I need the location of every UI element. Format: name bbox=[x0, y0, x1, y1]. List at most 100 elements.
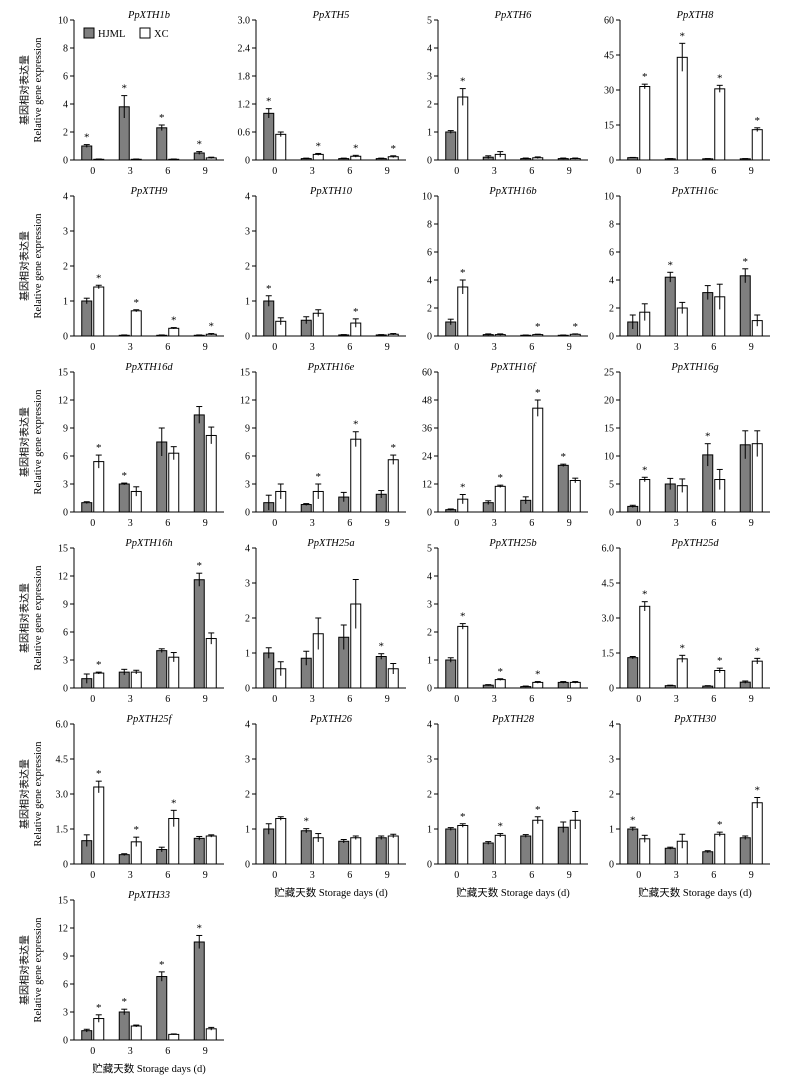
x-tick-label: 6 bbox=[347, 870, 352, 881]
significance-star: * bbox=[717, 819, 723, 831]
panel-PpXTH16g: 0 5 10 15 20 25 PpXTH16g 0 * 3 6 * 9 bbox=[604, 362, 770, 529]
x-tick-label: 3 bbox=[128, 694, 133, 705]
x-tick-label: 3 bbox=[492, 166, 497, 177]
y-axis-label-en: Relative gene expression bbox=[33, 37, 44, 143]
significance-star: * bbox=[642, 589, 648, 601]
y-tick-label: 3.0 bbox=[56, 790, 69, 801]
x-tick-label: 9 bbox=[567, 518, 572, 529]
y-tick-label: 4 bbox=[63, 192, 68, 203]
y-tick-label: 3 bbox=[63, 227, 68, 238]
panel-PpXTH8: 0 15 30 45 60 PpXTH8 0 * 3 * 6 * 9 * bbox=[604, 10, 770, 177]
bar-XC bbox=[639, 605, 651, 689]
bar-HJML bbox=[375, 656, 387, 689]
y-tick-label: 45 bbox=[604, 51, 614, 62]
significance-star: * bbox=[535, 387, 541, 399]
significance-star: * bbox=[755, 115, 761, 127]
y-tick-label: 48 bbox=[422, 396, 432, 407]
panel-title: PpXTH26 bbox=[309, 714, 353, 725]
y-tick-label: 4 bbox=[427, 572, 432, 583]
significance-star: * bbox=[705, 431, 711, 443]
panel-title: PpXTH8 bbox=[676, 10, 715, 21]
y-tick-label: 0 bbox=[427, 508, 432, 519]
y-tick-label: 5 bbox=[609, 480, 614, 491]
panel-PpXTH16h: 0 3 6 9 12 15 PpXTH16h 0 * 3 6 9 * 基因相对表达量 Relative ge… bbox=[18, 538, 224, 705]
x-tick-label: 6 bbox=[165, 870, 170, 881]
y-tick-label: 12 bbox=[58, 572, 68, 583]
y-tick-label: 1.8 bbox=[238, 72, 251, 83]
x-tick-label: 0 bbox=[272, 342, 277, 353]
y-tick-label: 60 bbox=[604, 16, 614, 27]
bar-XC bbox=[205, 434, 217, 513]
panel-PpXTH25d: 0 1.5 3.0 4.5 6.0 PpXTH25d 0 * 3 * 6 * 9 * bbox=[602, 538, 770, 705]
x-tick-label: 0 bbox=[90, 518, 95, 529]
bar-XC bbox=[168, 452, 180, 513]
x-tick-label: 0 bbox=[272, 166, 277, 177]
y-tick-label: 15 bbox=[604, 121, 614, 132]
bar-HJML bbox=[664, 276, 676, 337]
x-tick-label: 9 bbox=[567, 694, 572, 705]
y-tick-label: 6 bbox=[427, 248, 432, 259]
y-tick-label: 9 bbox=[245, 424, 250, 435]
significance-star: * bbox=[266, 283, 272, 295]
y-tick-label: 15 bbox=[604, 424, 614, 435]
panel-title: PpXTH16g bbox=[670, 362, 718, 373]
bar-XC bbox=[387, 835, 399, 865]
bar-XC bbox=[639, 86, 651, 161]
panel-title: PpXTH1b bbox=[127, 10, 170, 21]
y-tick-label: 0 bbox=[609, 332, 614, 343]
y-tick-label: 30 bbox=[604, 86, 614, 97]
significance-star: * bbox=[316, 471, 322, 483]
y-tick-label: 0 bbox=[427, 156, 432, 167]
bar-HJML bbox=[193, 941, 205, 1041]
bar-XC bbox=[676, 56, 688, 161]
significance-star: * bbox=[304, 816, 310, 828]
bar-HJML bbox=[156, 976, 168, 1041]
significance-star: * bbox=[460, 482, 466, 494]
bar-HJML bbox=[300, 504, 312, 513]
bar-HJML bbox=[627, 828, 639, 865]
y-axis-label-en: Relative gene expression bbox=[33, 917, 44, 1023]
x-tick-label: 9 bbox=[203, 1046, 208, 1057]
bar-HJML bbox=[263, 112, 275, 161]
x-tick-label: 6 bbox=[165, 1046, 170, 1057]
bar-HJML bbox=[156, 127, 168, 161]
x-tick-label: 9 bbox=[567, 342, 572, 353]
y-axis-label-cn: 基因相对表达量 bbox=[18, 583, 31, 653]
x-tick-label: 9 bbox=[385, 166, 390, 177]
bar-XC bbox=[714, 833, 726, 865]
y-tick-label: 1 bbox=[427, 825, 432, 836]
bar-HJML bbox=[300, 830, 312, 865]
significance-star: * bbox=[460, 811, 466, 823]
x-tick-label: 6 bbox=[711, 518, 716, 529]
y-tick-label: 0 bbox=[245, 684, 250, 695]
significance-star: * bbox=[642, 464, 648, 476]
x-tick-label: 3 bbox=[492, 694, 497, 705]
bar-XC bbox=[494, 834, 506, 865]
x-tick-label: 3 bbox=[128, 342, 133, 353]
bar-HJML bbox=[375, 837, 387, 865]
y-tick-label: 0 bbox=[245, 332, 250, 343]
x-tick-label: 3 bbox=[492, 342, 497, 353]
x-tick-label: 6 bbox=[711, 166, 716, 177]
significance-star: * bbox=[353, 142, 359, 154]
significance-star: * bbox=[159, 959, 165, 971]
y-tick-label: 3 bbox=[245, 755, 250, 766]
x-tick-label: 0 bbox=[90, 694, 95, 705]
bar-HJML bbox=[664, 847, 676, 865]
y-tick-label: 2 bbox=[427, 304, 432, 315]
bar-XC bbox=[130, 310, 142, 337]
x-tick-label: 3 bbox=[674, 166, 679, 177]
y-tick-label: 1 bbox=[245, 297, 250, 308]
x-tick-label: 0 bbox=[454, 870, 459, 881]
y-tick-label: 8 bbox=[609, 220, 614, 231]
y-axis-label-en: Relative gene expression bbox=[33, 741, 44, 847]
x-tick-label: 0 bbox=[636, 166, 641, 177]
y-tick-label: 15 bbox=[58, 368, 68, 379]
y-tick-label: 10 bbox=[604, 192, 614, 203]
x-tick-label: 6 bbox=[165, 166, 170, 177]
x-tick-label: 0 bbox=[636, 342, 641, 353]
bar-XC bbox=[569, 480, 581, 513]
bar-XC bbox=[93, 786, 105, 865]
